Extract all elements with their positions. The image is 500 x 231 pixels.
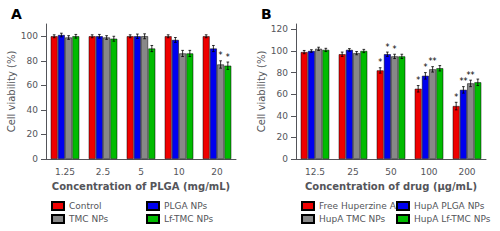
svg-text:80: 80 bbox=[27, 56, 39, 66]
svg-text:*: * bbox=[385, 43, 389, 52]
svg-text:Concentration of drug (μg/mL): Concentration of drug (μg/mL) bbox=[305, 181, 477, 192]
svg-text:Concentration of PLGA (mg/mL): Concentration of PLGA (mg/mL) bbox=[52, 181, 230, 192]
svg-text:HupA PLGA NPs: HupA PLGA NPs bbox=[414, 201, 485, 211]
svg-text:60: 60 bbox=[27, 80, 39, 90]
svg-text:50: 50 bbox=[385, 167, 397, 177]
svg-text:0: 0 bbox=[282, 154, 288, 164]
svg-text:HupA TMC NPs: HupA TMC NPs bbox=[319, 214, 386, 224]
svg-text:100: 100 bbox=[271, 46, 288, 56]
svg-text:60: 60 bbox=[277, 89, 289, 99]
svg-text:*: * bbox=[219, 51, 223, 60]
svg-text:10: 10 bbox=[173, 167, 185, 177]
svg-text:25: 25 bbox=[347, 167, 358, 177]
svg-text:PLGA NPs: PLGA NPs bbox=[164, 201, 207, 211]
svg-text:80: 80 bbox=[277, 68, 289, 78]
svg-text:1.25: 1.25 bbox=[55, 167, 75, 177]
svg-text:*: * bbox=[416, 76, 420, 85]
svg-text:TMC NPs: TMC NPs bbox=[68, 214, 108, 224]
svg-text:5: 5 bbox=[138, 167, 144, 177]
svg-text:20: 20 bbox=[277, 132, 289, 142]
svg-text:20: 20 bbox=[211, 167, 223, 177]
svg-text:*: * bbox=[393, 45, 397, 54]
svg-text:A: A bbox=[11, 6, 22, 22]
svg-text:40: 40 bbox=[277, 111, 289, 121]
svg-text:HupA Lf-TMC NPs: HupA Lf-TMC NPs bbox=[414, 214, 491, 224]
svg-text:40: 40 bbox=[27, 105, 39, 115]
svg-text:Control: Control bbox=[69, 201, 102, 211]
svg-text:Cell viability (%): Cell viability (%) bbox=[6, 51, 17, 133]
svg-text:100: 100 bbox=[21, 31, 38, 41]
svg-text:*: * bbox=[226, 53, 230, 62]
svg-text:Free Huperzine A: Free Huperzine A bbox=[319, 201, 397, 211]
svg-text:*: * bbox=[378, 58, 382, 67]
svg-text:Cell viability (%): Cell viability (%) bbox=[256, 51, 267, 133]
svg-text:20: 20 bbox=[27, 129, 39, 139]
svg-text:200: 200 bbox=[458, 167, 475, 177]
svg-text:*: * bbox=[454, 93, 458, 102]
svg-text:100: 100 bbox=[420, 167, 437, 177]
svg-text:**: ** bbox=[467, 71, 475, 80]
svg-text:Lf-TMC NPs: Lf-TMC NPs bbox=[164, 214, 214, 224]
svg-text:*: * bbox=[423, 63, 427, 72]
svg-text:**: ** bbox=[429, 57, 437, 66]
svg-text:2.5: 2.5 bbox=[96, 167, 110, 177]
svg-text:B: B bbox=[261, 6, 272, 22]
svg-text:0: 0 bbox=[32, 154, 38, 164]
svg-text:120: 120 bbox=[271, 24, 288, 34]
svg-text:12.5: 12.5 bbox=[305, 167, 325, 177]
